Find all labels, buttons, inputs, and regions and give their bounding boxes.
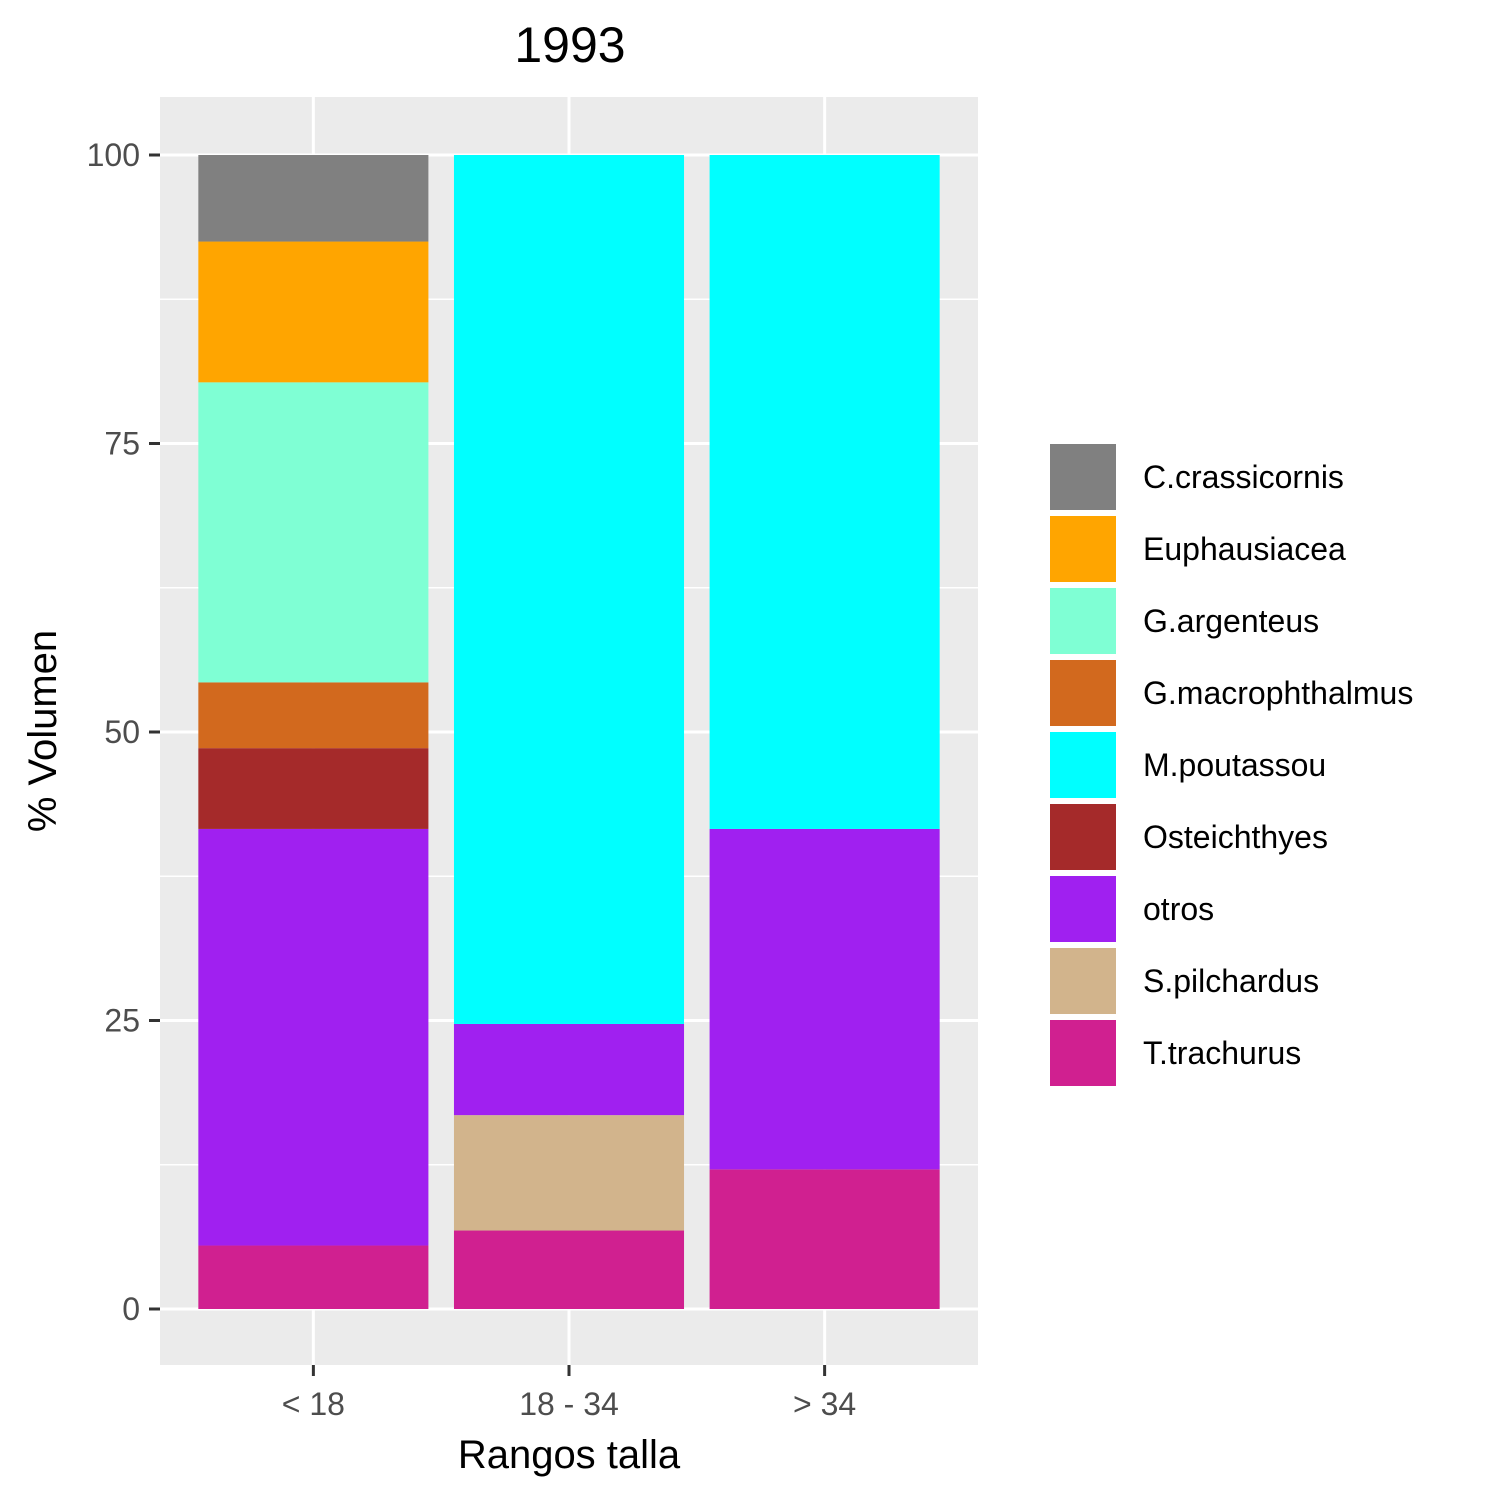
bar-segment-otros <box>453 1023 685 1116</box>
bar-segment-g-argenteus <box>198 382 429 683</box>
bar-segment-osteichthyes <box>198 748 429 829</box>
y-axis: 0 25 50 75 100 <box>87 137 160 1327</box>
legend-key <box>1048 514 1118 584</box>
legend-label: otros <box>1143 891 1214 927</box>
legend-key <box>1048 730 1118 800</box>
x-axis-title: Rangos talla <box>458 1433 681 1477</box>
bar-segment-otros <box>709 828 940 1170</box>
legend-label: M.poutassou <box>1143 747 1326 783</box>
legend-item-osteichthyes[interactable]: Osteichthyes <box>1048 802 1328 872</box>
legend-item-m-poutassou[interactable]: M.poutassou <box>1048 730 1326 800</box>
legend-key <box>1048 802 1118 872</box>
legend-item-s-pilchardus[interactable]: S.pilchardus <box>1048 946 1319 1016</box>
bar-segment-euphausiacea <box>198 241 429 383</box>
legend-key <box>1048 1018 1118 1088</box>
x-tick-label: < 18 <box>282 1386 345 1422</box>
legend-item-g-macrophthalmus[interactable]: G.macrophthalmus <box>1048 658 1413 728</box>
legend-key <box>1048 442 1118 512</box>
x-axis: < 18 18 - 34 > 34 <box>282 1365 856 1422</box>
bar-segment-s-pilchardus <box>453 1115 685 1231</box>
legend-label: G.macrophthalmus <box>1143 675 1413 711</box>
bar-segment-t-trachurus <box>453 1230 685 1309</box>
legend-item-euphausiacea[interactable]: Euphausiacea <box>1048 514 1346 584</box>
legend-item-g-argenteus[interactable]: G.argenteus <box>1048 586 1319 656</box>
bar-segment-g-macrophthalmus <box>198 682 429 749</box>
bars <box>198 155 940 1309</box>
y-axis-title: % Volumen <box>21 630 65 832</box>
legend-label: T.trachurus <box>1143 1035 1301 1071</box>
y-tick-label: 25 <box>104 1003 140 1039</box>
legend-label: Euphausiacea <box>1143 531 1346 567</box>
bar-segment-otros <box>198 828 429 1246</box>
legend-item-t-trachurus[interactable]: T.trachurus <box>1048 1018 1301 1088</box>
bar-segment-m-poutassou <box>709 155 940 829</box>
x-tick-label: 18 - 34 <box>519 1386 619 1422</box>
legend-key <box>1048 586 1118 656</box>
y-tick-label: 75 <box>104 426 140 462</box>
legend[interactable]: C.crassicornis Euphausiacea G.argenteus G.m… <box>1048 442 1413 1088</box>
bar-segment-t-trachurus <box>198 1245 429 1309</box>
bar-segment-m-poutassou <box>453 155 685 1024</box>
y-tick-label: 50 <box>104 714 140 750</box>
legend-item-c-crassicornis[interactable]: C.crassicornis <box>1048 442 1344 512</box>
x-tick-label: > 34 <box>793 1386 856 1422</box>
chart-title: 1993 <box>514 17 625 73</box>
legend-key <box>1048 874 1118 944</box>
legend-item-otros[interactable]: otros <box>1048 874 1214 944</box>
y-tick-label: 100 <box>87 137 140 173</box>
y-tick-label: 0 <box>122 1291 140 1327</box>
bar-segment-t-trachurus <box>709 1169 940 1309</box>
bar-segment-c-crassicornis <box>198 155 429 242</box>
legend-label: Osteichthyes <box>1143 819 1328 855</box>
legend-key <box>1048 946 1118 1016</box>
legend-label: C.crassicornis <box>1143 459 1344 495</box>
legend-label: S.pilchardus <box>1143 963 1319 999</box>
legend-key <box>1048 658 1118 728</box>
legend-label: G.argenteus <box>1143 603 1319 639</box>
